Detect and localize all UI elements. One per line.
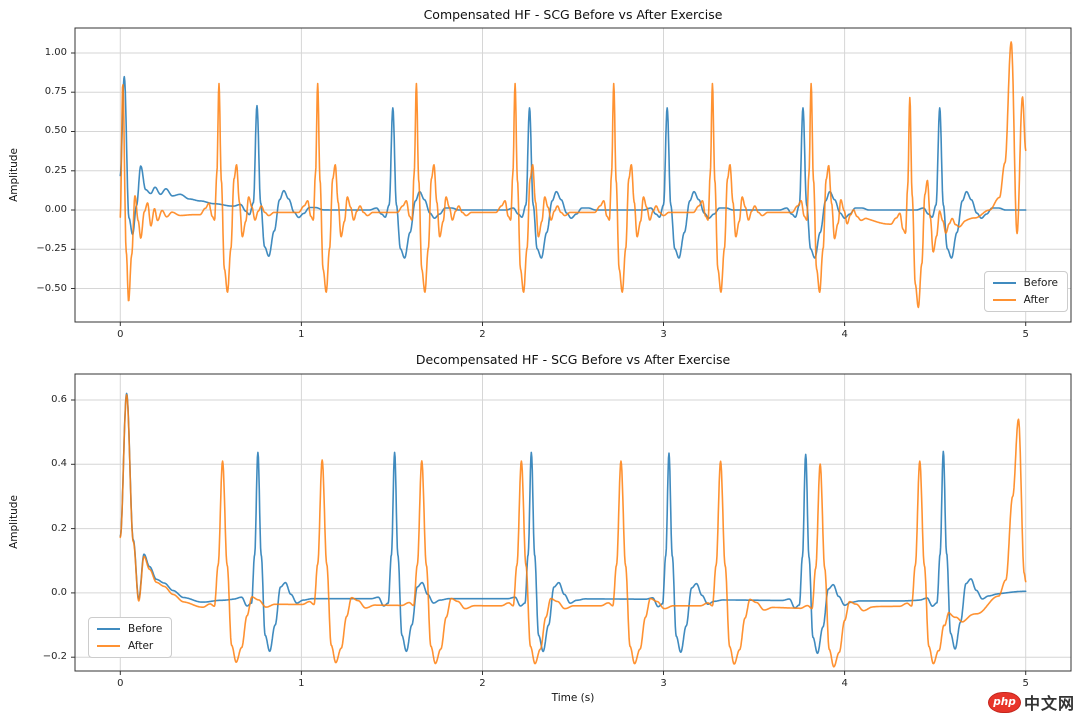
watermark: php 中文网 — [987, 690, 1075, 714]
x-tick-label: 3 — [660, 329, 667, 340]
x-tick-label: 0 — [117, 329, 124, 340]
plot-spine — [74, 373, 1072, 672]
x-tick-label: 1 — [298, 329, 305, 340]
x-tick-label: 3 — [660, 678, 667, 689]
y-tick-label: 1.00 — [44, 46, 67, 58]
series-line-after — [119, 41, 1027, 309]
x-tick-label: 2 — [479, 329, 486, 340]
legend-item-after: After — [97, 640, 162, 652]
y-tick-label: 0.4 — [51, 458, 67, 470]
y-tick-label: 0.00 — [44, 204, 67, 216]
x-tick-label: 1 — [298, 678, 305, 689]
x-tick-label: 5 — [1022, 329, 1029, 340]
legend-label-before: Before — [1023, 277, 1058, 289]
legend-label-after: After — [1023, 294, 1049, 306]
legend-label-after: After — [128, 640, 154, 652]
legend-item-before: Before — [992, 277, 1058, 289]
legend-item-before: Before — [97, 623, 162, 635]
plot-spine — [74, 27, 1072, 323]
legend-line-after-icon — [992, 299, 1016, 301]
x-tick-label: 0 — [117, 678, 124, 689]
series-line-after — [119, 393, 1027, 668]
y-tick-label: −0.50 — [36, 282, 67, 294]
y-tick-label: 0.25 — [44, 164, 67, 176]
plot-title-top: Compensated HF - SCG Before vs After Exe… — [423, 7, 723, 22]
x-tick-label: 2 — [479, 678, 486, 689]
y-tick-label: 0.2 — [51, 522, 67, 534]
x-tick-label: 4 — [841, 678, 848, 689]
legend-line-before-icon — [992, 282, 1016, 284]
series-line-before — [119, 75, 1027, 259]
plot-title-bottom: Decompensated HF - SCG Before vs After E… — [415, 352, 731, 367]
legend-line-after-icon — [97, 645, 120, 647]
x-tick-label: 5 — [1022, 678, 1029, 689]
watermark-text: 中文网 — [1023, 694, 1075, 713]
y-tick-label: −0.2 — [42, 651, 67, 663]
legend-label-before: Before — [128, 623, 163, 635]
y-tick-label: 0.0 — [51, 586, 67, 598]
y-tick-label: 0.75 — [44, 86, 67, 98]
x-tick-label: 4 — [841, 329, 848, 340]
series-line-before — [119, 392, 1027, 655]
legend-item-after: After — [992, 294, 1058, 306]
x-axis-label: Time (s) — [551, 692, 595, 704]
y-tick-label: 0.6 — [51, 394, 67, 406]
y-tick-label: 0.50 — [44, 125, 67, 137]
y-tick-label: −0.25 — [36, 243, 67, 255]
legend-bottom: Before After — [88, 617, 173, 658]
legend-top: Before After — [983, 271, 1068, 312]
legend-line-before-icon — [97, 628, 120, 630]
php-logo-icon: php — [987, 691, 1021, 713]
